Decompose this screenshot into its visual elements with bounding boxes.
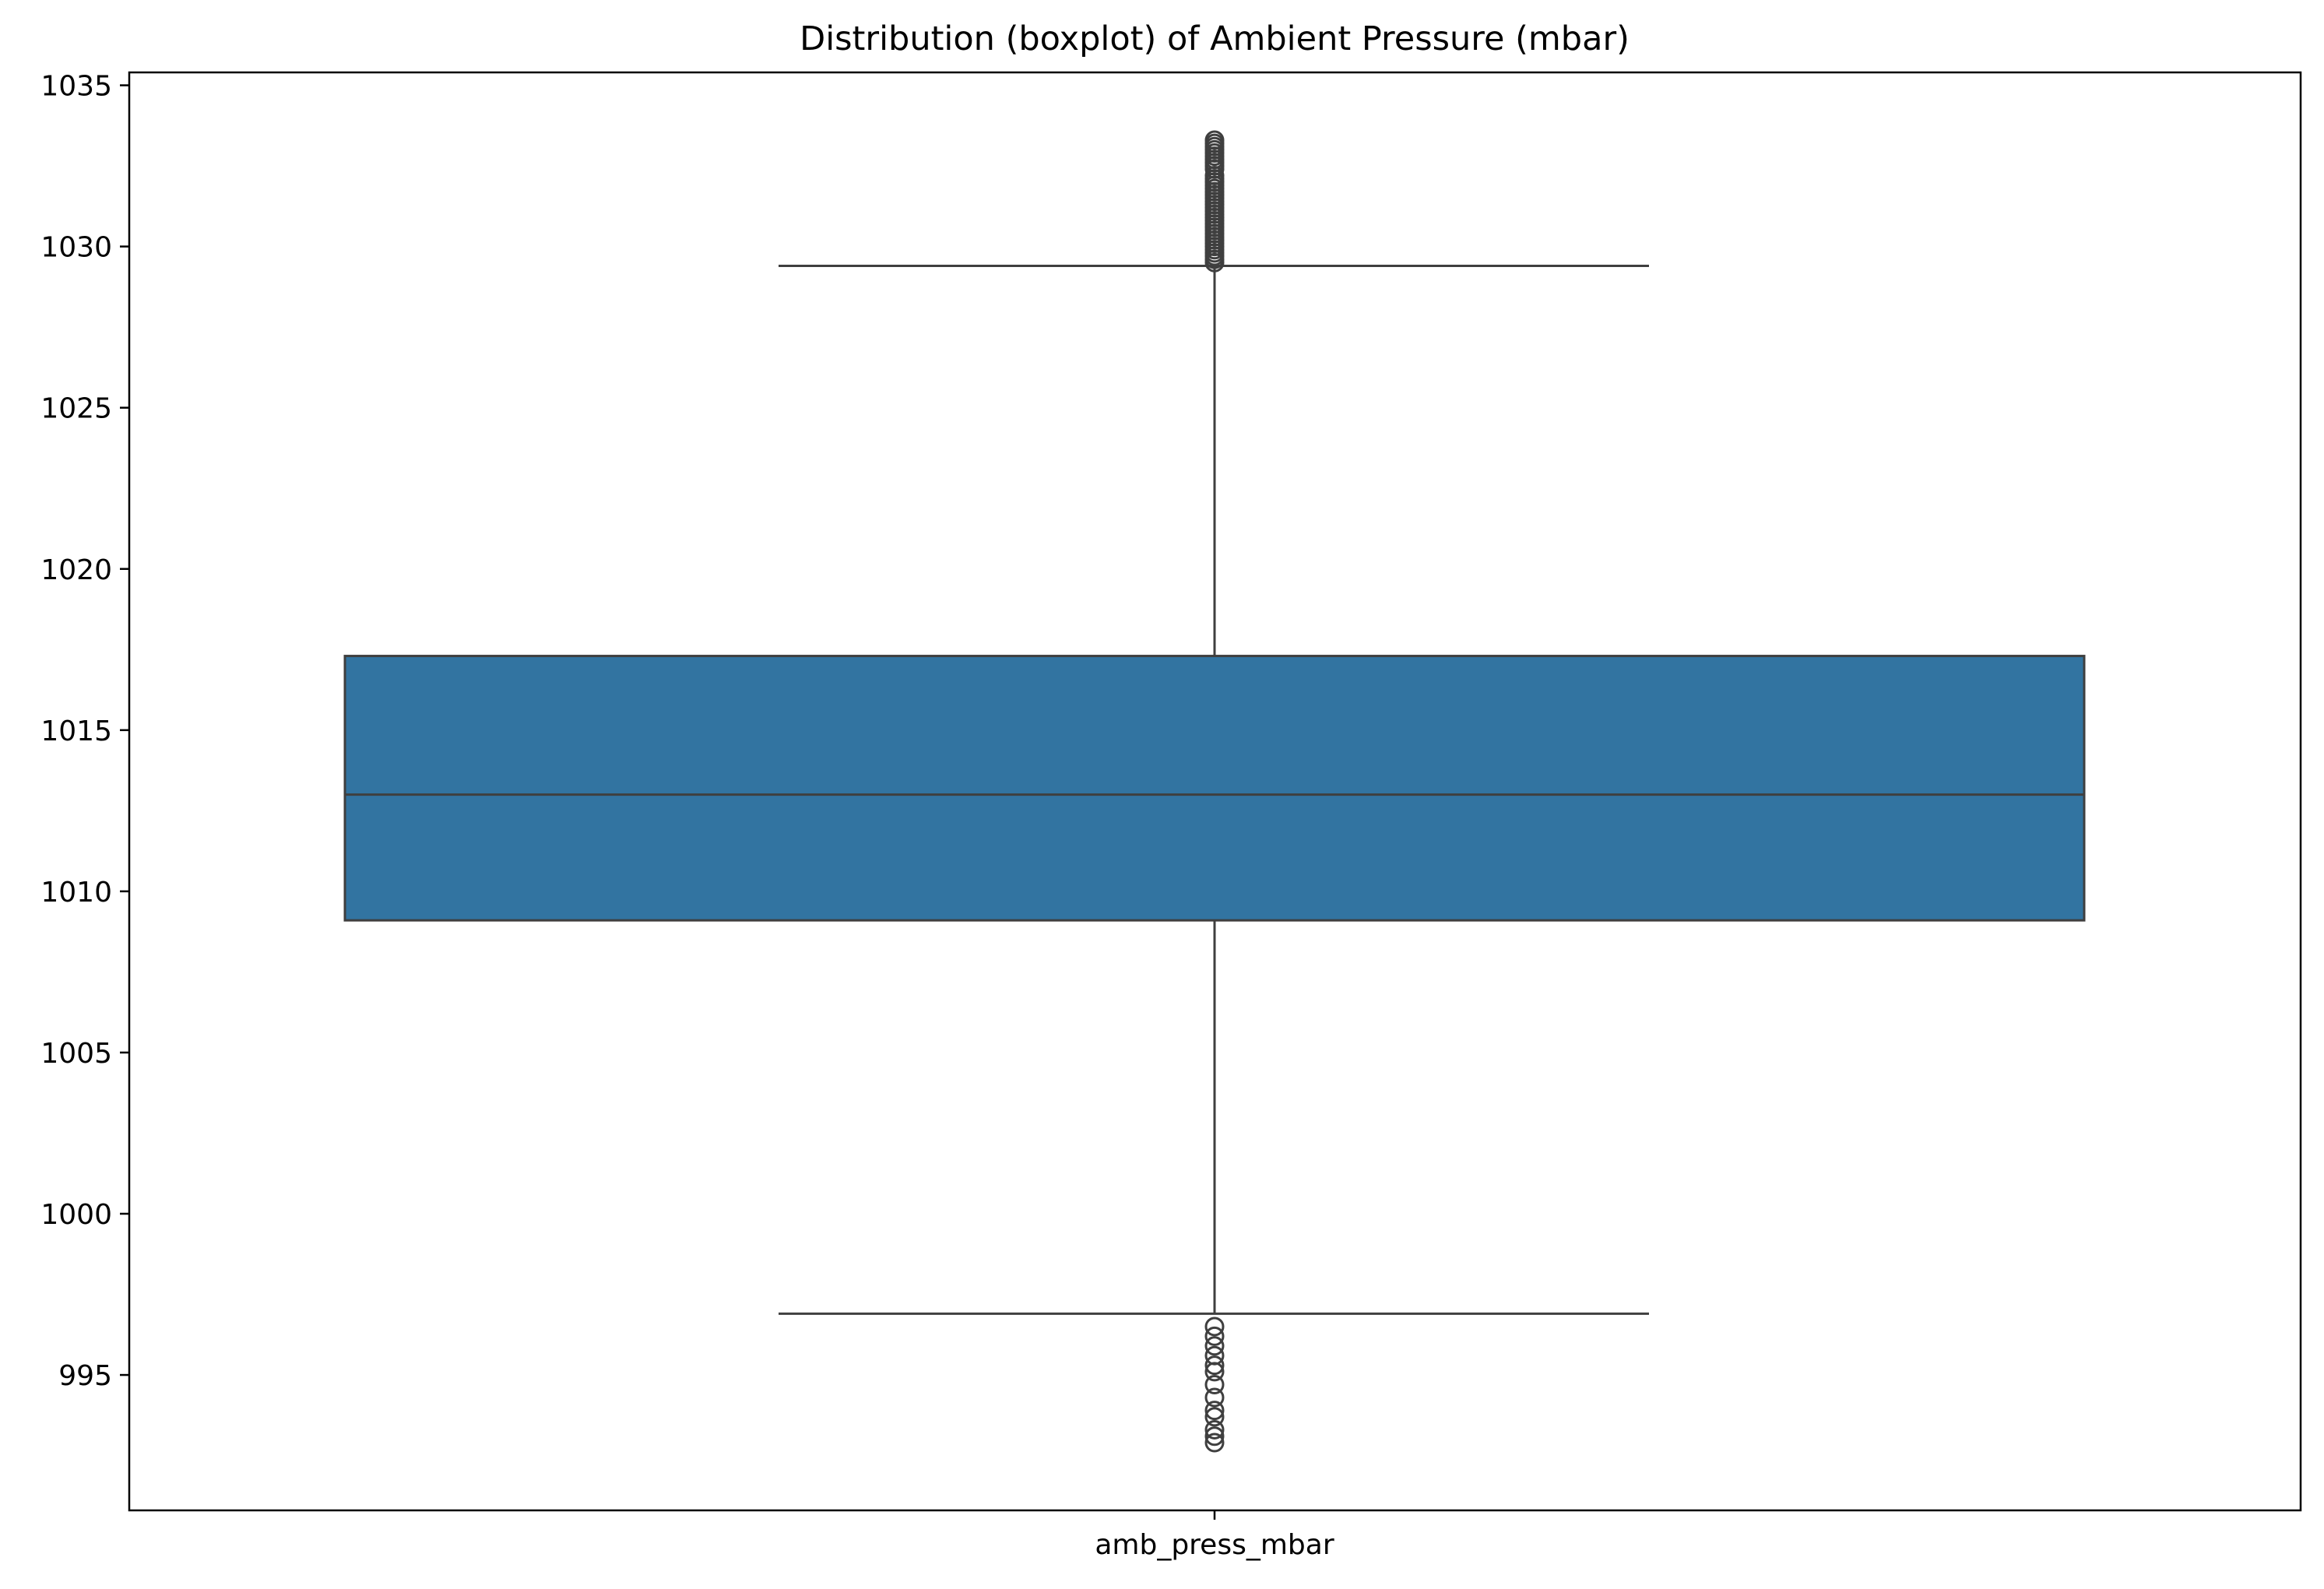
outlier-low-7	[1204, 1387, 1225, 1408]
outlier-low-9	[1204, 1407, 1225, 1427]
outlier-low-1	[1204, 1326, 1225, 1346]
y-tick-label-1035: 1035	[40, 71, 112, 103]
y-tick-label-1000: 1000	[40, 1199, 112, 1231]
y-tick-label-1020: 1020	[40, 554, 112, 586]
x-axis: amb_press_mbar	[1095, 1510, 1334, 1561]
outlier-low-2	[1204, 1336, 1225, 1356]
outlier-low-4	[1204, 1355, 1225, 1376]
outlier-high-37	[1204, 130, 1225, 150]
y-tick-label-1010: 1010	[40, 877, 112, 909]
outlier-low-10	[1204, 1419, 1225, 1440]
outlier-low-5	[1204, 1362, 1225, 1382]
box-group	[343, 655, 2086, 922]
outlier-low-11	[1204, 1426, 1225, 1447]
y-tick-label-1025: 1025	[40, 393, 112, 425]
outlier-low-0	[1204, 1317, 1225, 1337]
outlier-low-12	[1204, 1433, 1225, 1453]
y-tick-label-1005: 1005	[40, 1038, 112, 1070]
y-tick-label-1030: 1030	[40, 232, 112, 264]
outlier-low-6	[1204, 1374, 1225, 1394]
plot-frame	[128, 71, 2302, 1512]
iqr-box	[343, 655, 2086, 922]
outliers	[1204, 130, 1225, 1453]
y-tick-label-1015: 1015	[40, 715, 112, 747]
outlier-low-8	[1204, 1401, 1225, 1421]
x-tick-label-amb_press_mbar: amb_press_mbar	[1095, 1529, 1334, 1561]
chart-title: Distribution (boxplot) of Ambient Pressu…	[800, 19, 1630, 58]
y-tick-label-995: 995	[58, 1360, 112, 1392]
y-axis-ticks: 995 1000 1005 1010 1015 1020 1025 1030 1035	[40, 71, 129, 1392]
